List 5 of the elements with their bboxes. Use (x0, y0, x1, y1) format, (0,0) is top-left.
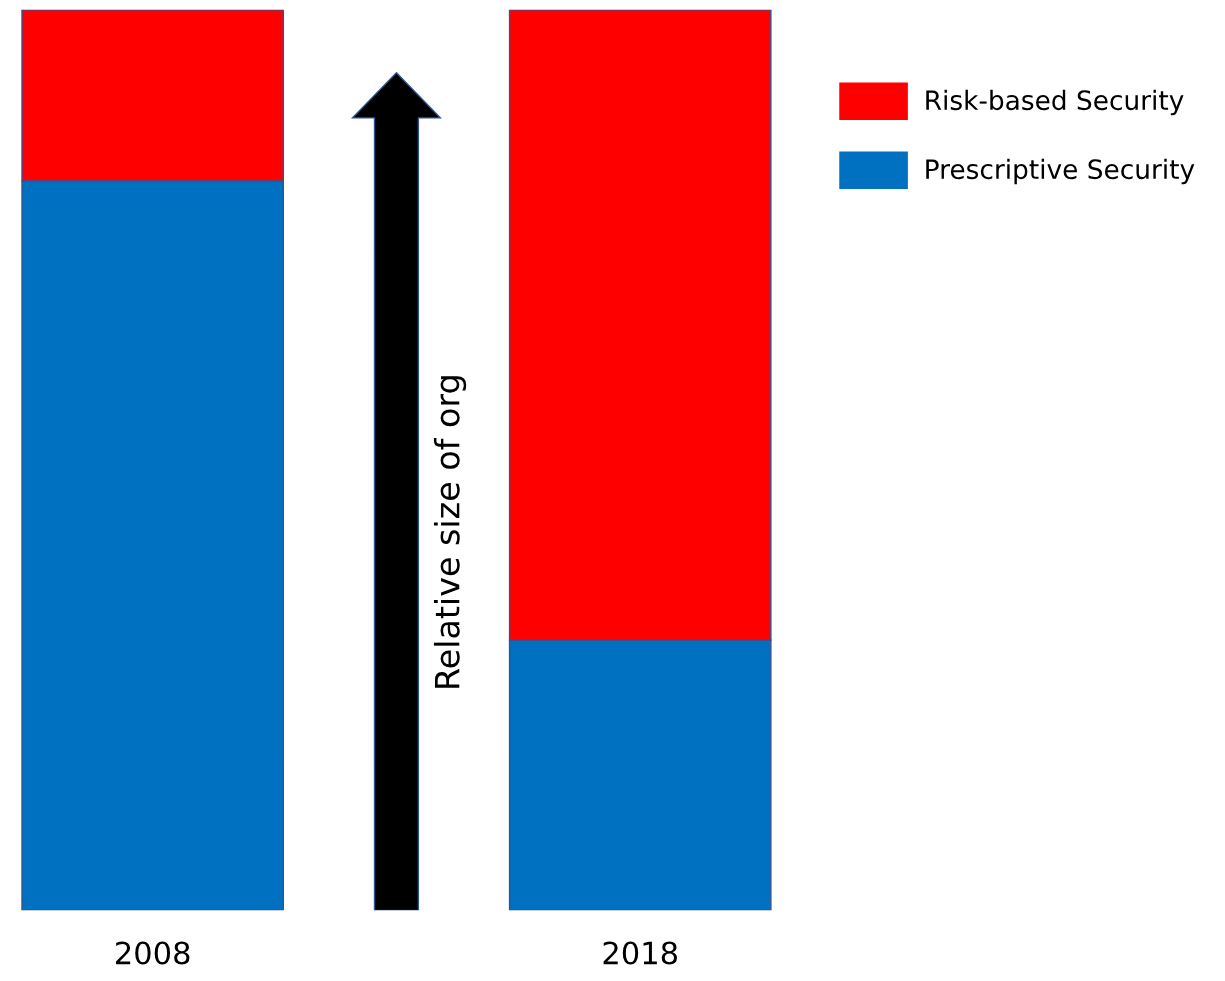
legend-label: Prescriptive Security (926, 158, 1195, 185)
annotation: Relative size of org (433, 376, 467, 688)
legend-label: Risk-based Security (926, 89, 1184, 116)
x-tick-label: 2018 (603, 941, 678, 965)
x-tick-label: 2008 (116, 941, 190, 965)
